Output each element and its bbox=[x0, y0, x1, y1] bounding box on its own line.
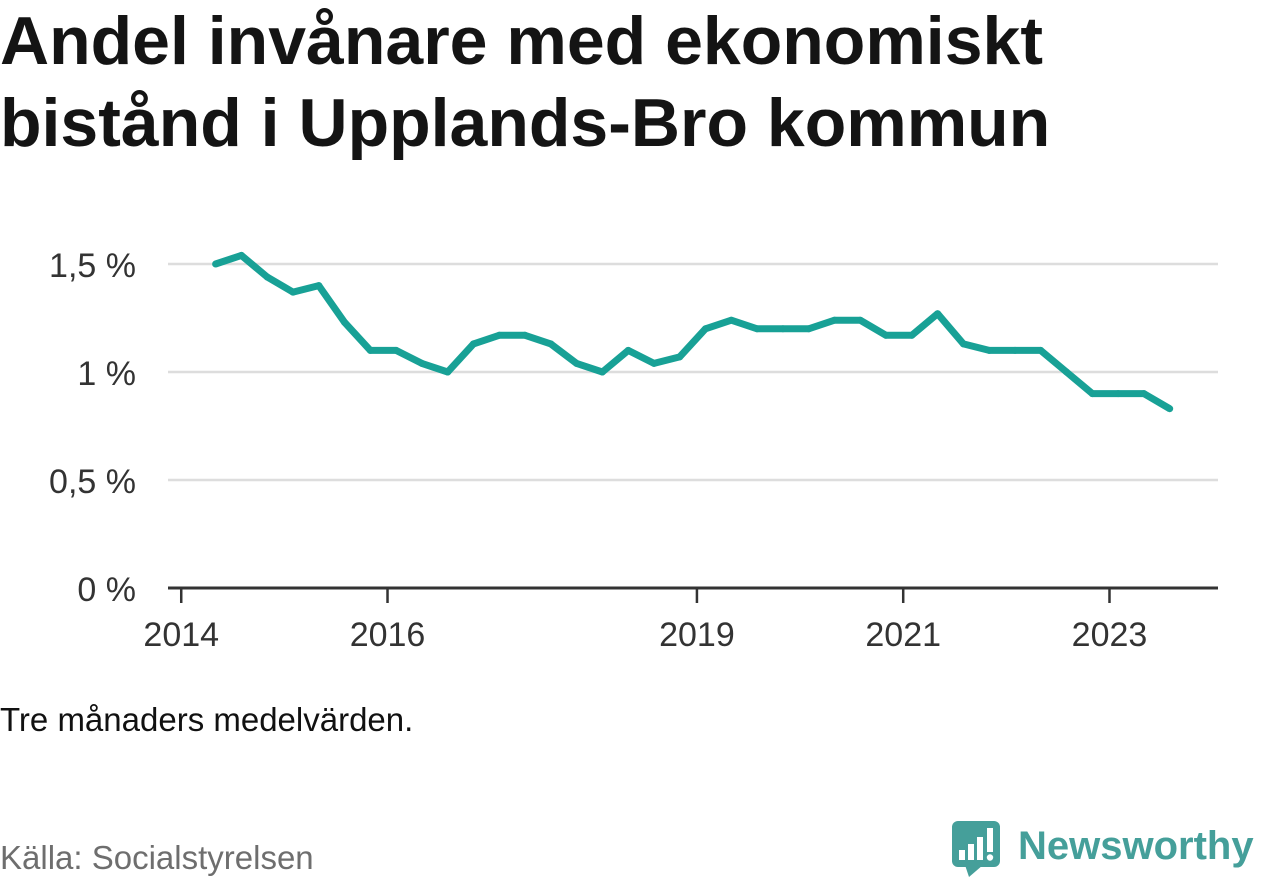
x-tick-label: 2016 bbox=[350, 616, 426, 654]
data-point bbox=[650, 359, 658, 367]
x-tick-label: 2023 bbox=[1072, 616, 1148, 654]
source-credit: Källa: Socialstyrelsen bbox=[0, 839, 314, 876]
data-point bbox=[676, 353, 684, 361]
y-tick-label: 1,5 % bbox=[49, 247, 136, 285]
data-point bbox=[1114, 390, 1122, 398]
data-point bbox=[856, 316, 864, 324]
data-point bbox=[985, 346, 993, 354]
chart-note: Tre månaders medelvärden. bbox=[0, 701, 414, 738]
data-point bbox=[1063, 368, 1070, 376]
data-point bbox=[805, 325, 813, 333]
x-tick-label: 2019 bbox=[659, 616, 735, 654]
data-point bbox=[212, 260, 220, 268]
data-point bbox=[341, 318, 348, 326]
data-point bbox=[779, 325, 787, 333]
data-point bbox=[598, 368, 606, 376]
data-point bbox=[1140, 390, 1148, 398]
y-tick-label: 0,5 % bbox=[49, 463, 136, 501]
data-point bbox=[366, 346, 374, 354]
logo-text: Newsworthy bbox=[1018, 824, 1254, 868]
data-point bbox=[934, 310, 942, 318]
data-point bbox=[289, 288, 297, 296]
data-point bbox=[444, 368, 452, 376]
x-tick-label: 2014 bbox=[143, 616, 219, 654]
data-point bbox=[547, 340, 555, 348]
data-point bbox=[831, 316, 838, 324]
data-point bbox=[753, 325, 761, 333]
data-point bbox=[392, 346, 400, 354]
y-tick-label: 0 % bbox=[77, 571, 136, 609]
y-tick-label: 1 % bbox=[77, 355, 136, 393]
data-point bbox=[521, 331, 529, 339]
chart-title: Andel invånare med ekonomiskt bistånd i … bbox=[0, 3, 1051, 161]
data-point bbox=[908, 331, 916, 339]
series-line bbox=[214, 251, 1172, 412]
newsworthy-logo-icon bbox=[952, 821, 1000, 877]
data-point bbox=[1011, 346, 1019, 354]
data-point bbox=[1088, 390, 1096, 398]
data-point bbox=[959, 340, 967, 348]
data-point bbox=[882, 331, 890, 339]
data-point bbox=[315, 282, 323, 290]
data-point bbox=[470, 340, 477, 348]
data-point bbox=[418, 359, 426, 367]
data-point bbox=[237, 251, 245, 259]
x-tick-label: 2021 bbox=[865, 616, 941, 654]
data-point bbox=[495, 331, 503, 339]
data-point bbox=[1037, 346, 1045, 354]
data-point bbox=[1166, 405, 1174, 413]
data-point bbox=[727, 316, 735, 324]
data-point bbox=[624, 346, 632, 354]
data-point bbox=[263, 273, 271, 281]
data-point bbox=[702, 325, 709, 333]
newsworthy-logo: Newsworthy bbox=[951, 820, 1257, 878]
data-point bbox=[573, 359, 581, 367]
line-chart: 0 % 0,5 % 1 % 1,5 % 2014 2016 2019 2021 2023 bbox=[49, 247, 1218, 654]
